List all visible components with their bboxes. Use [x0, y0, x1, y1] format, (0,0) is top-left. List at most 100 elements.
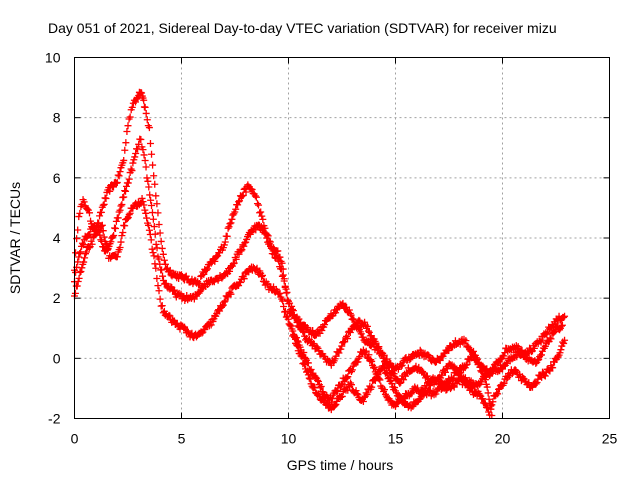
data-point	[338, 342, 346, 350]
data-point	[96, 228, 104, 236]
data-point	[142, 163, 150, 171]
data-point	[292, 341, 300, 349]
data-point	[87, 237, 95, 245]
data-point	[275, 257, 283, 265]
data-point	[146, 231, 154, 239]
data-point	[533, 379, 541, 387]
data-point	[331, 401, 339, 409]
data-points	[71, 88, 569, 419]
data-point	[122, 187, 130, 195]
data-point	[74, 226, 82, 234]
data-point	[293, 342, 301, 350]
data-point	[143, 116, 151, 124]
data-point	[115, 172, 123, 180]
data-point	[435, 376, 443, 384]
data-point	[257, 208, 265, 216]
data-point	[382, 369, 390, 377]
chart-grid	[74, 57, 610, 419]
data-point	[147, 236, 155, 244]
data-point	[81, 254, 89, 262]
data-point	[156, 295, 164, 303]
data-point	[396, 379, 404, 387]
data-point	[283, 312, 291, 320]
data-point	[158, 302, 166, 310]
data-point	[114, 214, 122, 222]
data-point	[277, 265, 285, 273]
data-point	[354, 358, 362, 366]
data-point	[558, 321, 566, 329]
data-point	[284, 315, 292, 323]
data-point	[469, 350, 477, 358]
data-point	[441, 368, 449, 376]
data-point	[258, 273, 266, 281]
data-point	[476, 363, 484, 371]
data-point	[281, 307, 289, 315]
data-point	[102, 194, 110, 202]
data-point	[485, 395, 493, 403]
chart-title: Day 051 of 2021, Sidereal Day-to-day VTE…	[48, 20, 557, 36]
data-point	[328, 395, 336, 403]
data-point	[339, 299, 347, 307]
data-point	[488, 369, 496, 377]
data-point	[484, 389, 492, 397]
data-point	[240, 242, 248, 250]
data-point	[234, 201, 242, 209]
data-point	[148, 150, 156, 158]
data-point	[353, 390, 361, 398]
data-point	[118, 232, 126, 240]
x-tick-label: 25	[602, 431, 618, 447]
data-point	[500, 379, 508, 387]
data-point	[549, 364, 557, 372]
data-point	[150, 172, 158, 180]
data-point	[155, 221, 163, 229]
data-point	[468, 384, 476, 392]
data-point	[476, 391, 484, 399]
data-point	[343, 335, 351, 343]
data-point	[561, 312, 569, 320]
data-point	[143, 214, 151, 222]
data-point	[362, 347, 370, 355]
data-point	[280, 275, 288, 283]
data-point	[148, 209, 156, 217]
data-point	[248, 185, 256, 193]
data-point	[285, 300, 293, 308]
data-point	[132, 149, 140, 157]
data-point	[556, 349, 564, 357]
data-point	[149, 249, 157, 257]
data-point	[469, 352, 477, 360]
data-point	[262, 229, 270, 237]
y-tick-label: 8	[53, 110, 61, 126]
data-point	[223, 232, 231, 240]
data-point	[80, 258, 88, 266]
data-point	[75, 213, 83, 221]
data-point	[486, 399, 494, 407]
data-point	[240, 275, 248, 283]
data-point	[463, 360, 471, 368]
data-point	[141, 206, 149, 214]
data-point	[276, 289, 284, 297]
data-point	[151, 260, 159, 268]
data-point	[142, 109, 150, 117]
data-point	[104, 245, 112, 253]
data-point	[414, 384, 422, 392]
data-point	[152, 192, 160, 200]
data-point	[124, 214, 132, 222]
data-point	[125, 175, 133, 183]
data-point	[259, 225, 267, 233]
data-point	[479, 395, 487, 403]
y-tick-label: 10	[45, 50, 61, 66]
data-point	[126, 209, 134, 217]
data-point	[203, 266, 211, 274]
data-point	[359, 397, 367, 405]
data-point	[536, 337, 544, 345]
data-point	[400, 376, 408, 384]
data-point	[560, 339, 568, 347]
data-point	[76, 268, 84, 276]
data-point	[106, 187, 114, 195]
data-point	[390, 370, 398, 378]
data-point	[557, 346, 565, 354]
data-point	[546, 334, 554, 342]
data-point	[541, 342, 549, 350]
data-point	[348, 366, 356, 374]
data-point	[423, 372, 431, 380]
